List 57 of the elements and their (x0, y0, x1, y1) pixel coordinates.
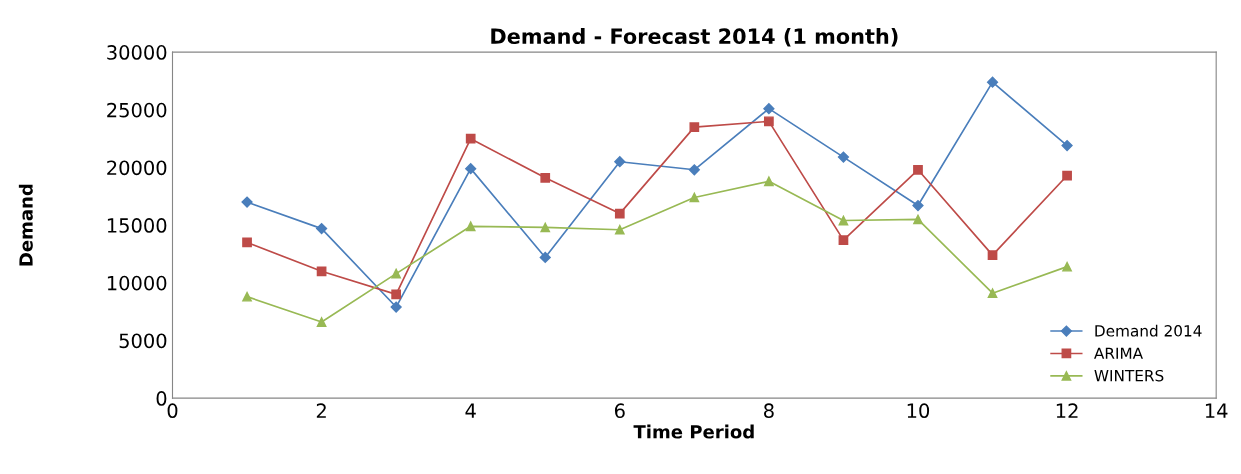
legend-label: WINTERS (1094, 369, 1164, 382)
point (838, 235, 849, 246)
y-tick-label: 30000 (107, 45, 167, 60)
point (688, 164, 700, 176)
x-tick-label: 6 (614, 403, 625, 419)
y-tick-label: 25000 (107, 102, 167, 118)
point (539, 251, 551, 264)
y-tick-label: 5000 (119, 333, 167, 349)
x-tick-label: 2 (316, 403, 326, 418)
point (465, 163, 477, 175)
x-tick-label: 0 (167, 403, 178, 419)
y-tick-label: 10000 (107, 275, 167, 291)
chart-title: Demand - Forecast 2014 (1 month) (491, 27, 898, 47)
point (987, 250, 998, 261)
x-tick-label: 12 (1056, 403, 1078, 418)
point (764, 116, 774, 127)
y-axis-title: Demand (18, 184, 33, 266)
x-tick-label: 8 (764, 403, 774, 419)
point (1062, 261, 1072, 272)
x-tick-label: 14 (1205, 403, 1228, 418)
point (912, 199, 924, 212)
point (614, 208, 625, 219)
y-tick-label: 15000 (107, 218, 167, 233)
point (242, 291, 252, 302)
point (913, 214, 923, 225)
point (913, 164, 923, 175)
point (315, 223, 328, 235)
point (465, 221, 476, 232)
y-tick-label: 0 (156, 391, 167, 406)
x-axis-title: Time Period (633, 424, 754, 439)
point (764, 176, 774, 187)
point (986, 76, 999, 88)
point (689, 192, 700, 203)
point (689, 122, 700, 132)
point (987, 288, 998, 299)
point (763, 103, 775, 115)
legend-label: Demand 2014 (1095, 324, 1202, 337)
x-tick-label: 4 (465, 403, 476, 418)
legend-label: ARIMA (1094, 347, 1143, 359)
point (390, 301, 402, 313)
y-tick-label: 20000 (107, 160, 167, 176)
point (837, 151, 850, 163)
point (1062, 170, 1072, 181)
point (391, 268, 402, 279)
point (540, 172, 551, 183)
point (838, 215, 849, 226)
point (242, 237, 252, 248)
point (241, 196, 253, 208)
point (614, 224, 625, 235)
x-tick-label: 10 (907, 403, 930, 419)
point (465, 133, 476, 144)
point (316, 266, 327, 277)
point (391, 289, 402, 300)
point (1061, 139, 1073, 152)
point (316, 317, 327, 327)
point (540, 222, 551, 233)
point (614, 156, 626, 168)
